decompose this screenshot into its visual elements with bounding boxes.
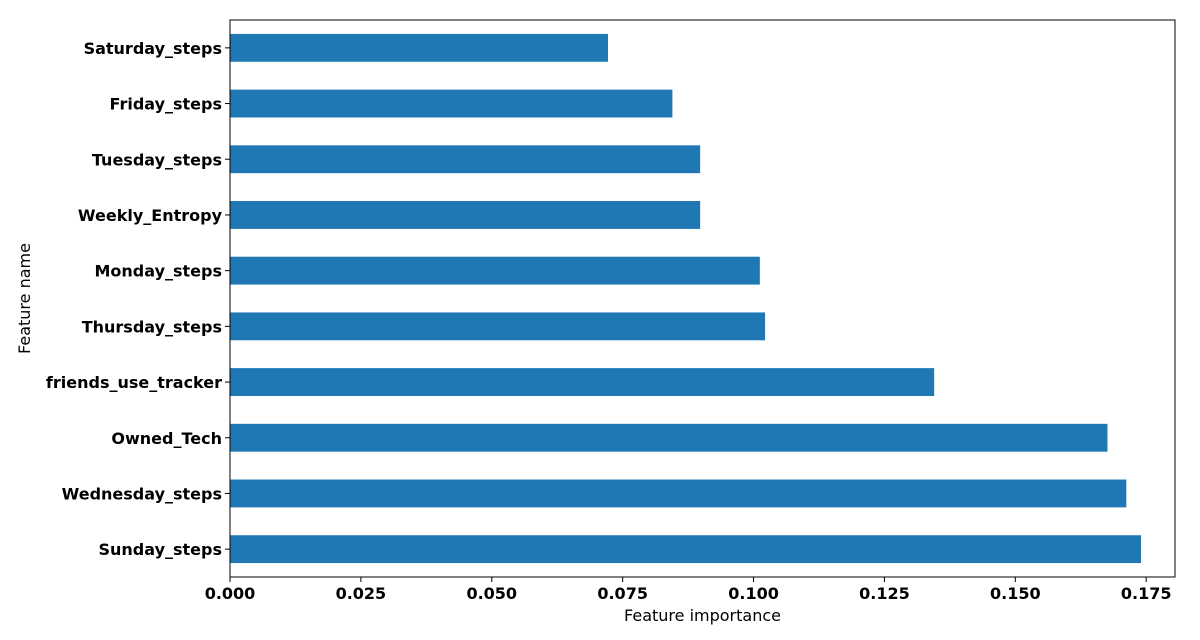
- y-axis-label: Feature name: [15, 243, 34, 354]
- bar-Thursday_steps: [230, 312, 766, 341]
- x-tick-label: 0.125: [859, 584, 910, 603]
- x-tick-label: 0.075: [597, 584, 648, 603]
- bar-Monday_steps: [230, 256, 760, 285]
- x-tick-label: 0.100: [728, 584, 779, 603]
- bar-Saturday_steps: [230, 33, 608, 62]
- bar-friends_use_tracker: [230, 368, 935, 396]
- bar-Friday_steps: [230, 89, 673, 118]
- bar-Weekly_Entropy: [230, 201, 701, 229]
- y-tick-label: Thursday_steps: [82, 317, 222, 336]
- x-axis-label: Feature importance: [624, 606, 781, 625]
- bar-Wednesday_steps: [230, 479, 1127, 508]
- x-ticks: 0.000 0.025 0.050 0.075 0.100 0.125 0.150 0.175: [205, 577, 1172, 603]
- y-tick-labels: Saturday_steps Friday_steps Tuesday_steps W…: [46, 39, 230, 559]
- bar-Owned_Tech: [230, 423, 1108, 452]
- y-tick-label: Friday_steps: [110, 95, 222, 114]
- x-tick-label: 0.175: [1121, 584, 1172, 603]
- x-tick-label: 0.050: [466, 584, 517, 603]
- bar-Tuesday_steps: [230, 145, 701, 174]
- y-tick-label: Weekly_Entropy: [78, 206, 223, 225]
- y-tick-label: Wednesday_steps: [62, 484, 222, 503]
- y-tick-label: friends_use_tracker: [46, 373, 222, 392]
- x-tick-label: 0.025: [336, 584, 387, 603]
- bar-Sunday_steps: [230, 535, 1141, 564]
- x-tick-label: 0.000: [205, 584, 256, 603]
- x-tick-label: 0.150: [990, 584, 1041, 603]
- bars-group: [230, 33, 1141, 564]
- plot-frame: [229, 19, 1176, 578]
- y-tick-label: Owned_Tech: [111, 429, 222, 448]
- y-tick-label: Tuesday_steps: [92, 150, 222, 169]
- y-tick-label: Sunday_steps: [99, 540, 223, 559]
- y-tick-label: Saturday_steps: [84, 39, 222, 58]
- y-tick-label: Monday_steps: [95, 262, 223, 281]
